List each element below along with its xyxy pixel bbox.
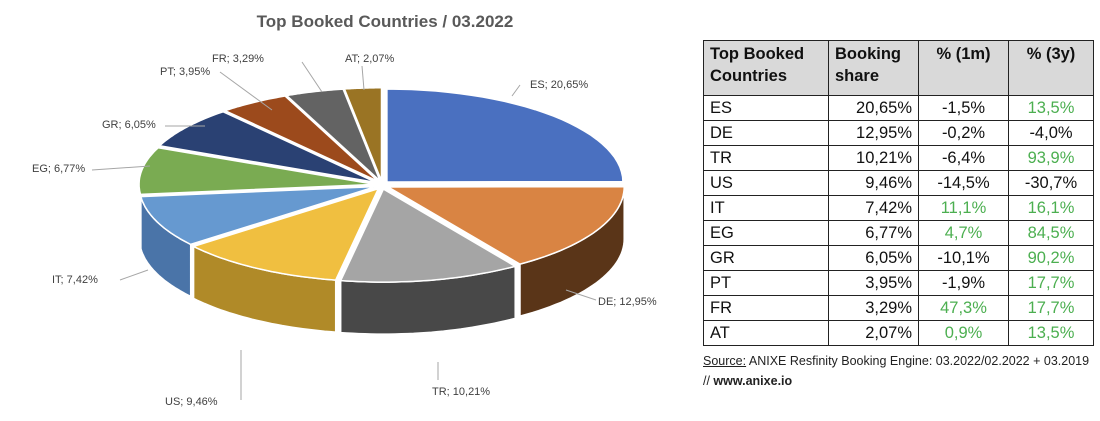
table-row: GR 6,05% -10,1% 90,2% xyxy=(703,245,1094,271)
table-row: IT 7,42% 11,1% 16,1% xyxy=(703,195,1094,221)
cell-country: DE xyxy=(703,120,829,146)
pie-chart: ES; 20,65% DE; 12,95% TR; 10,21% US; 9,46% I… xyxy=(32,53,657,408)
cell-share: 12,95% xyxy=(828,120,919,146)
data-label-GR: GR; 6,05% xyxy=(102,119,156,131)
table-row: US 9,46% -14,5% -30,7% xyxy=(703,170,1094,196)
source-note: Source: ANIXE Resfinity Booking Engine: … xyxy=(703,351,1098,391)
source-label: Source: xyxy=(703,354,747,368)
cell-3y: 13,5% xyxy=(1008,320,1094,346)
header-text: Top Booked xyxy=(710,45,805,63)
data-label-FR: FR; 3,29% xyxy=(212,53,264,65)
cell-share: 3,29% xyxy=(828,295,919,321)
cell-3y: 93,9% xyxy=(1008,145,1094,171)
cell-country: PT xyxy=(703,270,829,296)
pie-slice-DE xyxy=(385,185,625,265)
leader-line xyxy=(219,71,273,111)
cell-share: 3,95% xyxy=(828,270,919,296)
cell-share: 9,46% xyxy=(828,170,919,196)
cell-1m: 4,7% xyxy=(918,220,1009,246)
header-text: Booking xyxy=(835,45,901,63)
leader-line xyxy=(301,61,323,93)
cell-share: 6,77% xyxy=(828,220,919,246)
pie-labels: ES; 20,65% DE; 12,95% TR; 10,21% US; 9,46% I… xyxy=(32,53,657,408)
pie-slice-TR xyxy=(339,188,518,283)
header-text: Countries xyxy=(710,67,788,85)
cell-1m: -10,1% xyxy=(918,245,1009,271)
header-countries: Top Booked Countries xyxy=(703,40,829,96)
cell-1m: -6,4% xyxy=(918,145,1009,171)
cell-share: 7,42% xyxy=(828,195,919,221)
table-row: ES 20,65% -1,5% 13,5% xyxy=(703,95,1094,121)
cell-1m: 11,1% xyxy=(918,195,1009,221)
table-row: EG 6,77% 4,7% 84,5% xyxy=(703,220,1094,246)
cell-3y: 84,5% xyxy=(1008,220,1094,246)
cell-country: US xyxy=(703,170,829,196)
cell-1m: -1,5% xyxy=(918,95,1009,121)
cell-share: 20,65% xyxy=(828,95,919,121)
cell-country: GR xyxy=(703,245,829,271)
data-label-TR: TR; 10,21% xyxy=(432,386,490,398)
leader-line xyxy=(565,289,597,301)
data-label-ES: ES; 20,65% xyxy=(530,79,588,91)
pie-slice-US xyxy=(191,187,380,281)
source-url: www.anixe.io xyxy=(713,374,793,388)
leader-line xyxy=(361,65,365,91)
pie-slice-EG xyxy=(138,146,376,196)
cell-country: ES xyxy=(703,95,829,121)
source-text: ANIXE Resfinity Booking Engine: 03.2022/… xyxy=(703,354,1090,388)
header-text: share xyxy=(835,67,880,85)
pie-slice-PT xyxy=(223,95,379,183)
cell-country: TR xyxy=(703,145,829,171)
pie-slice-FR xyxy=(285,88,381,182)
data-label-AT: AT; 2,07% xyxy=(345,53,395,65)
cell-3y: 90,2% xyxy=(1008,245,1094,271)
table-row: FR 3,29% 47,3% 17,7% xyxy=(703,295,1094,321)
pie-tops xyxy=(138,87,625,283)
pie-slice-IT xyxy=(139,185,376,246)
cell-country: FR xyxy=(703,295,829,321)
header-share: Booking share xyxy=(828,40,919,96)
pie-slice-ES xyxy=(386,88,624,183)
cell-1m: 0,9% xyxy=(918,320,1009,346)
table-row: PT 3,95% -1,9% 17,7% xyxy=(703,270,1094,296)
leader-line xyxy=(119,269,149,281)
cell-country: EG xyxy=(703,220,829,246)
data-label-IT: IT; 7,42% xyxy=(52,274,98,286)
table-row: AT 2,07% 0,9% 13,5% xyxy=(703,320,1094,346)
cell-3y: 17,7% xyxy=(1008,295,1094,321)
table-row: TR 10,21% -6,4% 93,9% xyxy=(703,145,1094,171)
leader-line xyxy=(511,84,521,97)
cell-3y: 16,1% xyxy=(1008,195,1094,221)
booking-table: Top Booked Countries Booking share % (1m) … xyxy=(703,40,1094,346)
cell-3y: -30,7% xyxy=(1008,170,1094,196)
cell-1m: -1,9% xyxy=(918,270,1009,296)
cell-3y: 17,7% xyxy=(1008,270,1094,296)
cell-country: AT xyxy=(703,320,829,346)
cell-3y: -4,0% xyxy=(1008,120,1094,146)
cell-country: IT xyxy=(703,195,829,221)
table-header-row: Top Booked Countries Booking share % (1m) … xyxy=(703,40,1094,96)
cell-3y: 13,5% xyxy=(1008,95,1094,121)
data-label-PT: PT; 3,95% xyxy=(160,66,210,78)
header-3y: % (3y) xyxy=(1008,40,1094,96)
table-row: DE 12,95% -0,2% -4,0% xyxy=(703,120,1094,146)
header-1m: % (1m) xyxy=(918,40,1009,96)
cell-1m: 47,3% xyxy=(918,295,1009,321)
leader-line xyxy=(91,165,151,171)
cell-share: 2,07% xyxy=(828,320,919,346)
cell-1m: -0,2% xyxy=(918,120,1009,146)
pie-slice-GR xyxy=(157,110,377,184)
data-label-DE: DE; 12,95% xyxy=(598,296,657,308)
cell-share: 10,21% xyxy=(828,145,919,171)
cell-share: 6,05% xyxy=(828,245,919,271)
data-label-US: US; 9,46% xyxy=(165,396,218,408)
pie-slice-AT xyxy=(343,87,383,182)
chart-title: Top Booked Countries / 03.2022 xyxy=(256,12,514,31)
data-label-EG: EG; 6,77% xyxy=(32,163,85,175)
cell-1m: -14,5% xyxy=(918,170,1009,196)
